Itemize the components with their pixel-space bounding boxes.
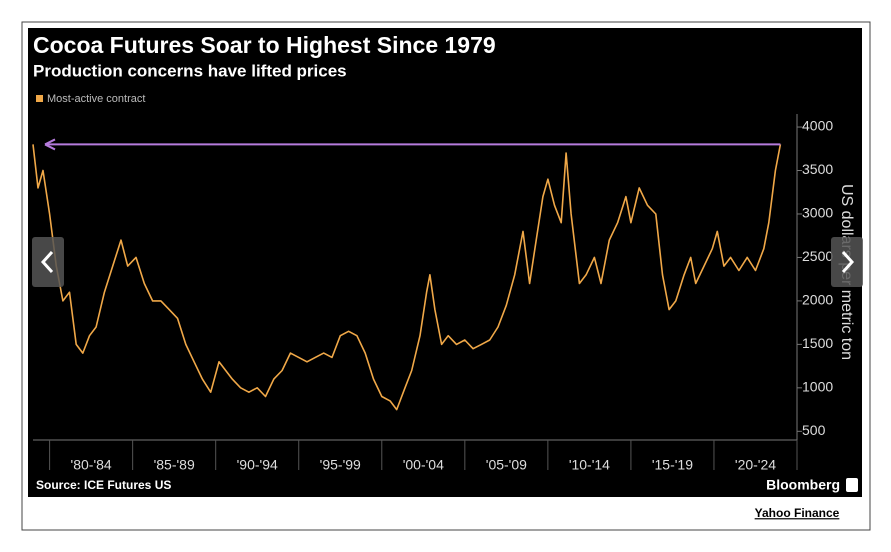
brand-icon: [846, 478, 858, 492]
y-tick-label: 1000: [802, 379, 833, 395]
y-tick-label: 4000: [802, 118, 833, 134]
brand: Bloomberg: [766, 477, 840, 493]
next-button[interactable]: [831, 237, 863, 287]
reference-arrowhead: [44, 138, 56, 151]
legend-label: Most-active contract: [47, 93, 145, 105]
chart-title: Cocoa Futures Soar to Highest Since 1979: [33, 32, 496, 58]
price-line: [32, 144, 782, 411]
chart-subtitle: Production concerns have lifted prices: [33, 61, 347, 80]
x-tick-label: '05-'09: [486, 457, 527, 473]
x-tick-label: '10-'14: [569, 457, 610, 473]
x-tick-label: '20-'24: [735, 457, 776, 473]
source: Source: ICE Futures US: [36, 478, 171, 492]
legend-swatch: [36, 95, 43, 102]
x-tick-label: '80-'84: [71, 457, 112, 473]
x-tick-label: '00-'04: [403, 457, 444, 473]
credit: Yahoo Finance: [755, 506, 840, 520]
prev-button[interactable]: [32, 237, 64, 287]
y-tick-label: 3000: [802, 205, 833, 221]
y-tick-label: 500: [802, 422, 826, 438]
y-tick-label: 2500: [802, 248, 833, 264]
y-tick-label: 3500: [802, 161, 833, 177]
chart-background: [28, 28, 862, 497]
plot: 500 1000 1500 2000 2500 3000 3500 4000 '80-'84 '8…: [32, 114, 833, 473]
x-tick-label: '90-'94: [237, 457, 278, 473]
x-tick-label: '85-'89: [154, 457, 195, 473]
y-tick-label: 1500: [802, 335, 833, 351]
x-tick-label: '15-'19: [652, 457, 693, 473]
x-tick-label: '95-'99: [320, 457, 361, 473]
y-tick-label: 2000: [802, 292, 833, 308]
